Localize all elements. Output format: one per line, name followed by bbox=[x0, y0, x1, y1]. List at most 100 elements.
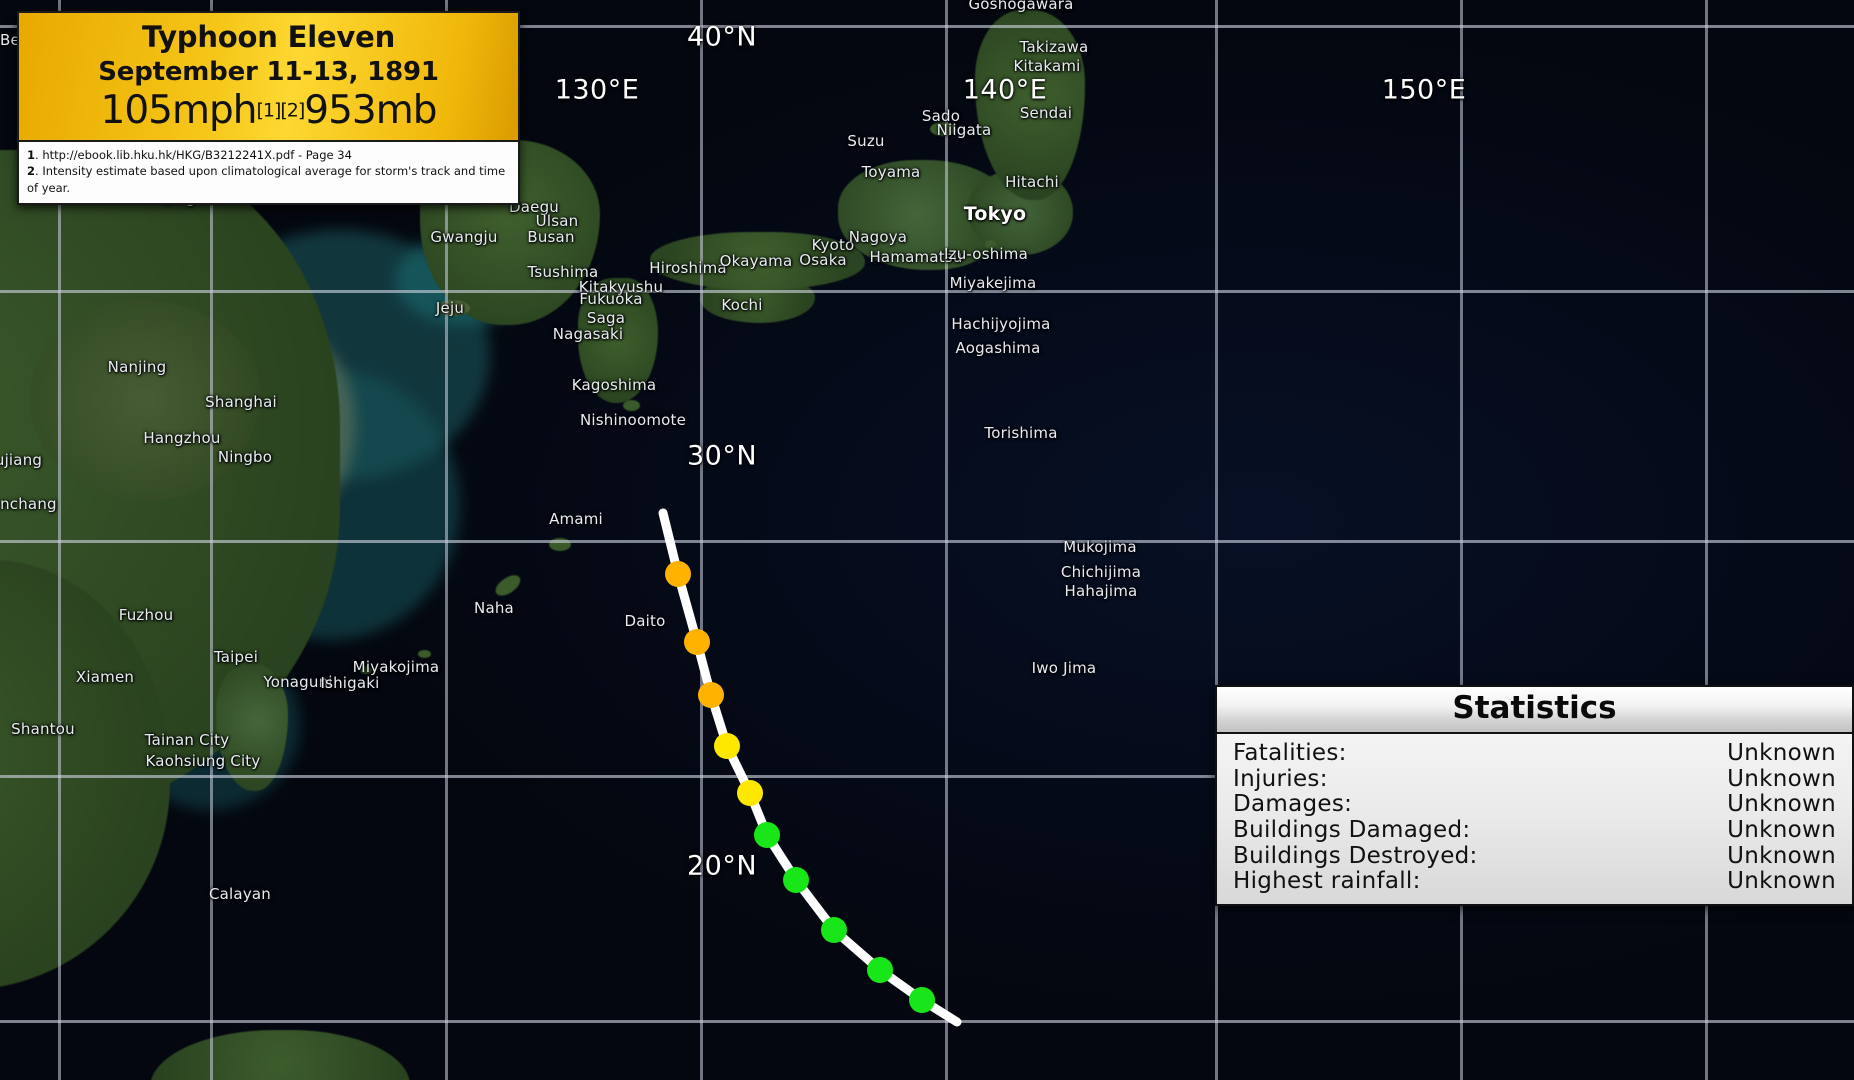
place-label-fuzhou: Fuzhou bbox=[118, 606, 174, 624]
place-label-fukuoka: Fukuoka bbox=[579, 290, 643, 308]
graticule-latitude-line-4 bbox=[0, 1020, 1854, 1023]
track-point-6-extratropical[interactable] bbox=[783, 867, 809, 893]
statistics-row: Buildings Damaged: Unknown bbox=[1233, 818, 1836, 844]
place-label-daegu: Daegu bbox=[509, 198, 559, 216]
footnote-2-number: 2 bbox=[27, 164, 36, 179]
track-point-group bbox=[665, 561, 935, 1013]
statistics-label: Buildings Destroyed: bbox=[1233, 842, 1478, 869]
graticule-longitude-line-3 bbox=[700, 0, 703, 1080]
graticule-latitude-line-1 bbox=[0, 290, 1854, 293]
footnote-1-number: 1 bbox=[27, 147, 36, 162]
place-label-kagoshima: Kagoshima bbox=[571, 376, 657, 394]
place-label-nishinoomote: Nishinoomote bbox=[579, 411, 687, 429]
place-label-miyakejima: Miyakejima bbox=[949, 274, 1037, 292]
statistics-label: Fatalities: bbox=[1233, 740, 1347, 766]
footnote-1: 1. http://ebook.lib.hku.hk/HKG/B3212241X… bbox=[27, 147, 352, 162]
place-label-sendai: Sendai bbox=[1019, 104, 1073, 122]
landmass-sado bbox=[930, 122, 956, 136]
place-label-saga: Saga bbox=[586, 309, 626, 327]
place-label-osaka: Osaka bbox=[799, 251, 847, 269]
place-label-kyoto: Kyoto bbox=[811, 236, 855, 254]
graticule-longitude-line-1 bbox=[210, 0, 213, 1080]
statistics-row: Fatalities: Unknown bbox=[1233, 741, 1836, 767]
place-label-toyama: Toyama bbox=[861, 163, 921, 181]
place-label-niigata: Niigata bbox=[936, 121, 992, 139]
graticule-longitude-line-0 bbox=[58, 0, 61, 1080]
landmass-taiwan bbox=[216, 663, 288, 791]
footnote-1-text[interactable]: http://ebook.lib.hku.hk/HKG/B3212241X.pd… bbox=[42, 147, 352, 162]
place-label-sado: Sado bbox=[921, 107, 961, 125]
statistics-label: Buildings Damaged: bbox=[1233, 817, 1471, 844]
landmass-tohoku bbox=[975, 10, 1085, 200]
track-point-4-tropical-depression[interactable] bbox=[737, 780, 763, 806]
graticule-longitude-line-6 bbox=[1460, 0, 1463, 1080]
landmass-izu-oshima bbox=[985, 240, 996, 249]
landmass-miyako bbox=[418, 650, 431, 658]
place-label-tokyo: Tokyo bbox=[963, 203, 1027, 225]
statistics-value: Unknown bbox=[1727, 791, 1836, 818]
place-label-nagoya: Nagoya bbox=[848, 228, 908, 246]
track-point-8-extratropical[interactable] bbox=[867, 957, 893, 983]
place-label-iwo-jima: Iwo Jima bbox=[1031, 659, 1097, 677]
place-label-naha: Naha bbox=[474, 599, 514, 617]
statistics-value: Unknown bbox=[1727, 842, 1836, 869]
track-point-9-extratropical[interactable] bbox=[909, 987, 935, 1013]
landmass-jeju bbox=[436, 300, 470, 316]
statistics-label: Highest rainfall: bbox=[1233, 868, 1421, 895]
storm-intensity-line: 105mph[1][2]953mb bbox=[29, 91, 508, 130]
place-label-yonaguni: Yonaguni bbox=[263, 673, 333, 691]
statistics-value: Unknown bbox=[1727, 868, 1836, 895]
place-label-okayama: Okayama bbox=[719, 252, 793, 270]
place-label-gwangju: Gwangju bbox=[430, 228, 498, 246]
storm-reference-marks: [1][2] bbox=[256, 99, 305, 122]
place-label-taipei: Taipei bbox=[213, 648, 259, 666]
landmass-ishigaki bbox=[360, 666, 372, 674]
graticule-label-20n: 20°N bbox=[686, 850, 758, 882]
place-label-tainan-city: Tainan City bbox=[144, 731, 230, 749]
place-label-goshogawara: Goshogawara bbox=[968, 0, 1074, 13]
place-label-kitakami: Kitakami bbox=[1013, 57, 1081, 75]
track-point-1-tropical-storm[interactable] bbox=[684, 629, 710, 655]
graticule-label-130e: 130°E bbox=[554, 74, 640, 106]
landmass-kyushu bbox=[578, 278, 658, 403]
place-label-xiamen: Xiamen bbox=[75, 668, 135, 686]
place-label-jiujiang: Jiujiang bbox=[0, 451, 43, 469]
track-point-3-tropical-depression[interactable] bbox=[714, 733, 740, 759]
track-point-7-extratropical[interactable] bbox=[821, 917, 847, 943]
place-label-nanchang: Nanchang bbox=[0, 495, 57, 513]
statistics-row: Buildings Destroyed: Unknown bbox=[1233, 844, 1836, 870]
landmass-honshu-west bbox=[650, 232, 865, 290]
place-label-be: Be bbox=[0, 31, 20, 49]
place-label-hiroshima: Hiroshima bbox=[649, 259, 727, 277]
place-label-ishigaki: Ishigaki bbox=[320, 674, 380, 692]
track-point-5-extratropical[interactable] bbox=[754, 822, 780, 848]
place-label-daito: Daito bbox=[624, 612, 666, 630]
statistics-value: Unknown bbox=[1727, 817, 1836, 844]
storm-title-card: Typhoon Eleven September 11-13, 1891 105… bbox=[17, 11, 520, 205]
graticule-latitude-line-0 bbox=[0, 25, 1854, 28]
title-card-body: Typhoon Eleven September 11-13, 1891 105… bbox=[19, 13, 518, 140]
place-label-hangzhou: Hangzhou bbox=[143, 429, 221, 447]
place-label-busan: Busan bbox=[527, 228, 575, 246]
place-label-torishima: Torishima bbox=[984, 424, 1058, 442]
statistics-row: Damages: Unknown bbox=[1233, 792, 1836, 818]
storm-name: Typhoon Eleven bbox=[141, 20, 396, 54]
statistics-row: Injuries: Unknown bbox=[1233, 767, 1836, 793]
statistics-row: Highest rainfall: Unknown bbox=[1233, 869, 1836, 895]
place-label-kitakyushu: Kitakyushu bbox=[578, 278, 664, 296]
place-label-aogashima: Aogashima bbox=[955, 339, 1041, 357]
track-point-2-tropical-storm[interactable] bbox=[698, 682, 724, 708]
title-card-footnotes: 1. http://ebook.lib.hku.hk/HKG/B3212241X… bbox=[19, 139, 518, 203]
graticule-latitude-line-3 bbox=[0, 775, 1854, 778]
statistics-label: Injuries: bbox=[1233, 765, 1328, 792]
place-label-nanjing: Nanjing bbox=[107, 358, 167, 376]
place-label-hamamatsu: Hamamatsu bbox=[869, 248, 963, 266]
place-label-suzu: Suzu bbox=[847, 132, 885, 150]
place-label-chichijima: Chichijima bbox=[1060, 563, 1142, 581]
statistics-value: Unknown bbox=[1727, 740, 1836, 766]
place-label-shantou: Shantou bbox=[11, 720, 75, 738]
track-point-0-tropical-storm[interactable] bbox=[665, 561, 691, 587]
place-label-hachijyojima: Hachijyojima bbox=[951, 315, 1051, 333]
statistics-value: Unknown bbox=[1727, 765, 1836, 792]
